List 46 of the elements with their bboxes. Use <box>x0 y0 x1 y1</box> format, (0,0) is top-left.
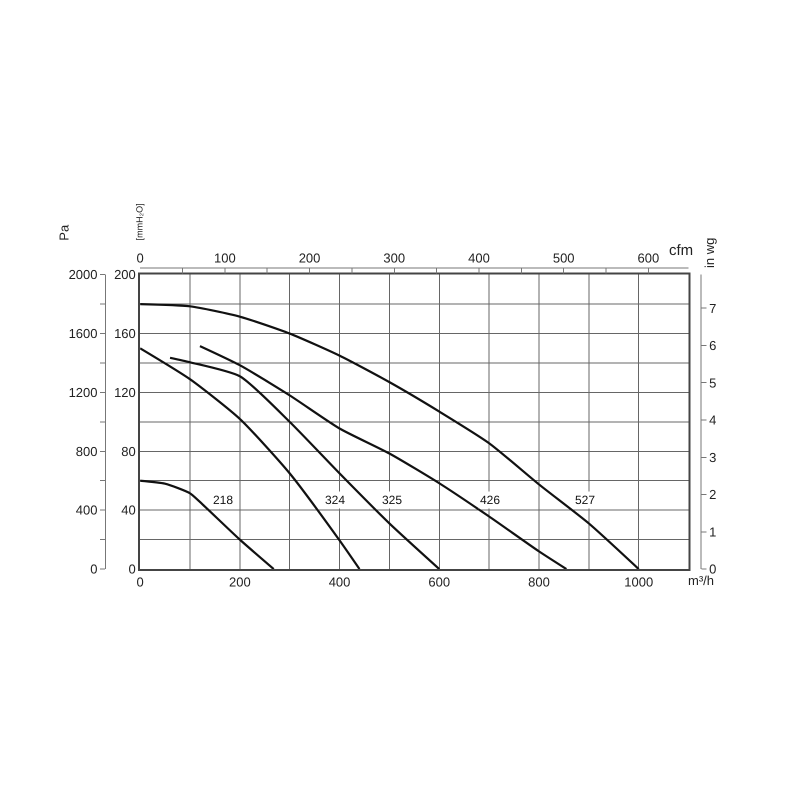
x-tick-label: 800 <box>528 574 550 590</box>
x2-tick-label: 400 <box>468 250 490 266</box>
y3-tick-label: 3 <box>709 450 716 465</box>
y3-axis-title: in wg <box>702 238 718 268</box>
line-series <box>198 344 568 570</box>
x2-tick-label: 600 <box>638 250 660 266</box>
x-tick-label: 200 <box>228 574 251 590</box>
line-series <box>140 480 275 570</box>
x2-tick-label: 0 <box>136 250 144 266</box>
y-tick-label: 800 <box>76 444 98 459</box>
y2-tick-label: 80 <box>121 444 136 459</box>
y3-tick-label: 1 <box>709 524 716 540</box>
x2-tick-label: 300 <box>383 250 406 266</box>
line-series <box>168 356 440 570</box>
x2-tick-label: 100 <box>214 250 236 266</box>
y3-tick-label: 6 <box>709 338 716 354</box>
series-label: 426 <box>480 493 500 507</box>
y2-tick-label: 160 <box>114 326 136 342</box>
line-series <box>140 303 640 570</box>
x2-axis-title: cfm <box>669 242 694 259</box>
x2-tick-label: 200 <box>298 250 320 266</box>
y-tick-label: 2000 <box>68 267 98 282</box>
series-label: 527 <box>575 493 596 507</box>
y2-axis-title: [mmH₂O] <box>134 203 144 240</box>
y-tick-label: 400 <box>76 502 98 518</box>
y-tick-label: 1200 <box>68 384 98 400</box>
y3-tick-label: 2 <box>709 487 716 502</box>
series-label: 325 <box>382 493 402 507</box>
series-label: 218 <box>213 493 234 507</box>
x-tick-label: 400 <box>328 574 350 590</box>
x-tick-label: 0 <box>136 574 144 590</box>
y2-tick-label: 40 <box>121 502 136 518</box>
y2-tick-label: 200 <box>114 267 136 282</box>
y-tick-label: 1600 <box>68 326 98 342</box>
x-tick-label: 1000 <box>624 574 654 590</box>
x-tick-label: 600 <box>428 574 450 590</box>
y-axis-title: Pa <box>56 224 72 241</box>
y2-tick-label: 0 <box>128 562 136 577</box>
y3-tick-label: 4 <box>709 412 716 428</box>
y3-tick-label: 7 <box>709 300 716 316</box>
y3-tick-label: 5 <box>709 375 716 390</box>
y-tick-label: 0 <box>90 562 98 577</box>
series-label: 324 <box>325 493 346 507</box>
y2-tick-label: 120 <box>114 384 136 400</box>
line-series <box>140 347 361 570</box>
x2-tick-label: 500 <box>552 250 575 266</box>
